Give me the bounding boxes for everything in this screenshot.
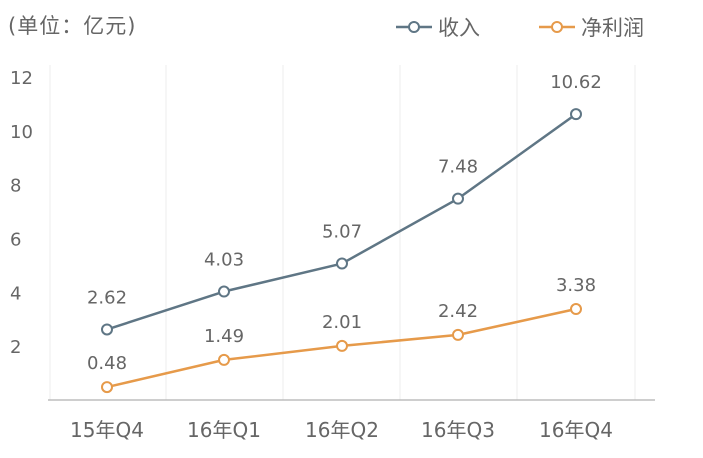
- legend-item-net-profit: 净利润: [539, 12, 644, 42]
- data-point-revenue: [336, 257, 348, 270]
- unit-label: (单位：亿元): [8, 14, 137, 38]
- data-label-net-profit: 1.49: [204, 326, 244, 347]
- y-tick-label: 6: [10, 230, 21, 251]
- data-point-revenue: [452, 192, 464, 205]
- y-tick-label: 10: [10, 122, 33, 143]
- data-point-net-profit: [452, 328, 464, 341]
- x-tick-label: 16年Q4: [539, 418, 613, 442]
- legend-item-revenue: 收入: [396, 12, 480, 42]
- legend-revenue-label: 收入: [438, 16, 480, 40]
- data-point-revenue: [570, 108, 582, 121]
- x-tick-label: 16年Q1: [187, 418, 261, 442]
- data-label-revenue: 4.03: [204, 250, 244, 271]
- legend-profit-label: 净利润: [581, 16, 644, 40]
- y-tick-label: 2: [10, 337, 21, 358]
- y-tick-label: 12: [10, 68, 33, 89]
- data-label-revenue: 5.07: [322, 222, 362, 243]
- y-tick-label: 4: [10, 283, 21, 304]
- x-tick-label: 16年Q2: [305, 418, 379, 442]
- data-label-revenue: 10.62: [550, 72, 602, 93]
- x-tick-label: 16年Q3: [421, 418, 495, 442]
- data-point-net-profit: [101, 381, 113, 394]
- data-label-revenue: 7.48: [438, 157, 478, 178]
- data-point-net-profit: [570, 303, 582, 316]
- data-label-net-profit: 2.42: [438, 301, 478, 322]
- data-point-net-profit: [218, 353, 230, 366]
- data-point-revenue: [101, 323, 113, 336]
- data-label-revenue: 2.62: [87, 287, 127, 308]
- data-label-net-profit: 2.01: [322, 312, 362, 333]
- data-point-revenue: [218, 285, 230, 298]
- data-label-net-profit: 0.48: [87, 353, 127, 374]
- legend-profit-marker: [539, 21, 575, 33]
- data-point-net-profit: [336, 339, 348, 352]
- y-tick-label: 8: [10, 176, 21, 197]
- x-tick-label: 15年Q4: [70, 418, 144, 442]
- legend-revenue-marker: [396, 21, 432, 33]
- data-label-net-profit: 3.38: [556, 275, 596, 296]
